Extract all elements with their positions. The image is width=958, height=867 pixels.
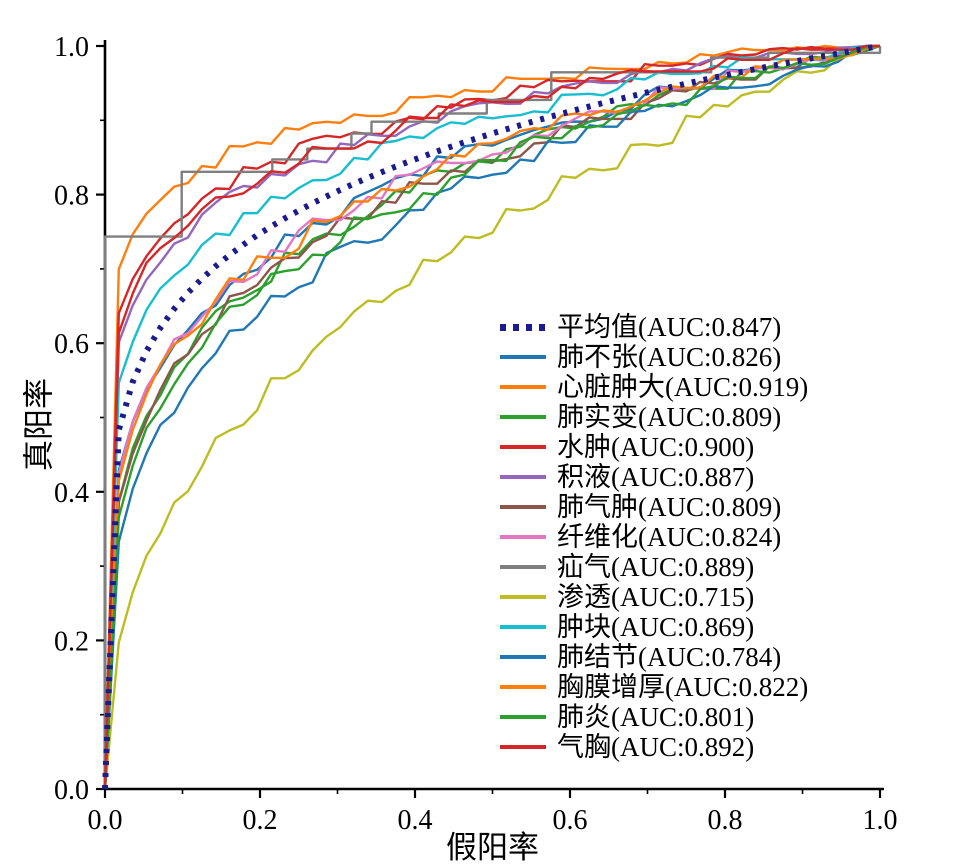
y-axis-label: 真阳率 xyxy=(21,378,57,471)
legend-label: 肺气肿(AUC:0.809) xyxy=(557,492,782,522)
y-tick-label: 0.0 xyxy=(54,775,89,806)
legend-item: 纤维化(AUC:0.824) xyxy=(500,522,808,552)
y-tick-label: 0.2 xyxy=(54,626,89,657)
x-tick-label: 1.0 xyxy=(863,805,898,836)
y-tick-label: 0.6 xyxy=(54,329,89,360)
roc-curve-心脏肿大 xyxy=(103,44,881,790)
x-axis-label: 假阳率 xyxy=(446,830,539,865)
legend-line-swatch xyxy=(500,715,546,719)
legend-label: 心脏肿大(AUC:0.919) xyxy=(557,372,809,402)
legend-line-swatch xyxy=(500,625,546,629)
x-tick-label: 0.4 xyxy=(398,805,433,836)
legend-item: 渗透(AUC:0.715) xyxy=(500,582,808,612)
legend-line-swatch xyxy=(500,565,546,569)
y-tick-label: 0.4 xyxy=(54,478,89,509)
legend-item: 肺炎(AUC:0.801) xyxy=(500,702,808,732)
roc-curve-肺结节 xyxy=(103,44,881,790)
legend-item: 气胸(AUC:0.892) xyxy=(500,732,808,762)
roc-curve-肺气肿 xyxy=(103,44,881,790)
legend-item: 肺气肿(AUC:0.809) xyxy=(500,492,808,522)
legend-item: 肿块(AUC:0.869) xyxy=(500,612,808,642)
legend-item: 疝气(AUC:0.889) xyxy=(500,552,808,582)
roc-curve-肺炎 xyxy=(103,44,881,790)
legend-label: 平均值(AUC:0.847) xyxy=(557,312,782,342)
legend-item: 平均值(AUC:0.847) xyxy=(500,312,808,342)
roc-curve-气胸 xyxy=(103,44,880,790)
x-tick-label: 0.0 xyxy=(88,805,123,836)
roc-curve-渗透 xyxy=(103,44,881,790)
legend-item: 肺不张(AUC:0.826) xyxy=(500,342,808,372)
legend-label: 肺不张(AUC:0.826) xyxy=(557,342,782,372)
legend-line-swatch xyxy=(500,535,546,539)
legend-line-swatch xyxy=(500,355,546,359)
legend-label: 肺结节(AUC:0.784) xyxy=(557,642,782,672)
x-tick-label: 0.8 xyxy=(708,805,743,836)
legend-line-swatch xyxy=(500,505,546,509)
legend-item: 胸膜增厚(AUC:0.822) xyxy=(500,672,808,702)
legend-line-swatch xyxy=(500,323,546,331)
x-tick-label: 0.6 xyxy=(553,805,588,836)
legend-item: 水肿(AUC:0.900) xyxy=(500,432,808,462)
legend-line-swatch xyxy=(500,475,546,479)
legend-item: 积液(AUC:0.887) xyxy=(500,462,808,492)
y-tick-label: 1.0 xyxy=(54,32,89,63)
legend-label: 肺炎(AUC:0.801) xyxy=(557,702,755,732)
roc-legend: 平均值(AUC:0.847) 肺不张(AUC:0.826) 心脏肿大(AUC:0… xyxy=(500,312,808,762)
legend-line-swatch xyxy=(500,655,546,659)
legend-line-swatch xyxy=(500,385,546,389)
legend-item: 肺结节(AUC:0.784) xyxy=(500,642,808,672)
legend-label: 肺实变(AUC:0.809) xyxy=(557,402,782,432)
legend-label: 纤维化(AUC:0.824) xyxy=(557,522,782,552)
legend-label: 水肿(AUC:0.900) xyxy=(557,432,755,462)
y-tick-label: 0.8 xyxy=(54,181,89,212)
legend-line-swatch xyxy=(500,415,546,419)
legend-line-swatch xyxy=(500,745,546,749)
x-tick-label: 0.2 xyxy=(243,805,278,836)
legend-label: 渗透(AUC:0.715) xyxy=(557,582,755,612)
legend-label: 气胸(AUC:0.892) xyxy=(557,732,755,762)
legend-item: 肺实变(AUC:0.809) xyxy=(500,402,808,432)
legend-label: 胸膜增厚(AUC:0.822) xyxy=(557,672,809,702)
legend-line-swatch xyxy=(500,685,546,689)
legend-line-swatch xyxy=(500,595,546,599)
legend-label: 积液(AUC:0.887) xyxy=(557,462,755,492)
legend-line-swatch xyxy=(500,445,546,449)
legend-label: 疝气(AUC:0.889) xyxy=(557,552,755,582)
roc-curve-平均值 xyxy=(102,43,881,790)
legend-item: 心脏肿大(AUC:0.919) xyxy=(500,372,808,402)
legend-label: 肿块(AUC:0.869) xyxy=(557,612,755,642)
